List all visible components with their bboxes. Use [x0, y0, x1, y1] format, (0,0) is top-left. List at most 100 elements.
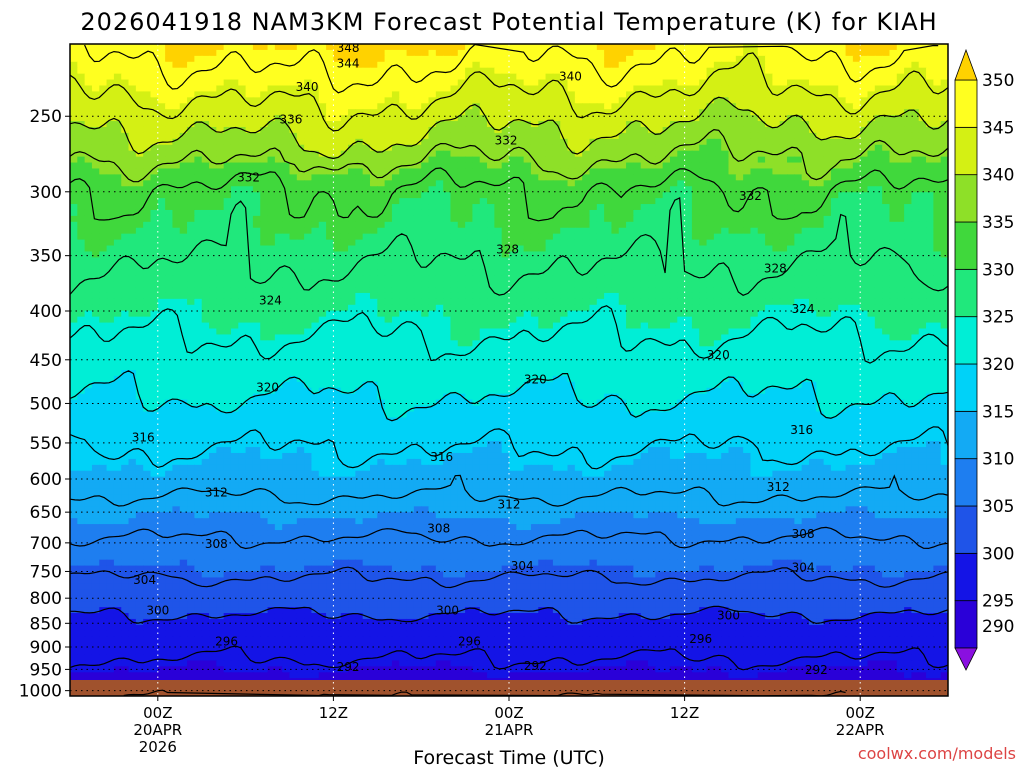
contour-band-cell: [560, 198, 569, 205]
contour-band-cell: [918, 156, 927, 164]
contour-band-cell: [399, 215, 408, 223]
contour-band-cell: [428, 97, 437, 104]
contour-band-cell: [830, 245, 839, 253]
contour-band-cell: [779, 150, 788, 158]
contour-band-cell: [582, 115, 591, 122]
contour-band-cell: [150, 227, 159, 235]
contour-band-cell: [391, 115, 400, 122]
contour-band-cell: [201, 49, 210, 57]
contour-band-cell: [252, 287, 261, 294]
contour-band-cell: [611, 150, 620, 158]
contour-band-cell: [648, 245, 656, 253]
contour-band-cell: [443, 150, 452, 158]
contour-band-cell: [933, 103, 942, 110]
contour-band-cell: [194, 204, 203, 211]
contour-band-cell: [845, 67, 854, 75]
contour-band-cell: [70, 180, 78, 187]
contour-band-cell: [165, 198, 174, 205]
contour-band-cell: [552, 115, 561, 122]
contour-band-cell: [882, 150, 891, 158]
contour-band-cell: [369, 257, 378, 264]
contour-band-cell: [252, 192, 261, 199]
contour-band-cell: [860, 138, 869, 146]
contour-band-cell: [589, 144, 598, 152]
contour-band-cell: [618, 174, 627, 181]
contour-band-cell: [655, 150, 664, 158]
contour-band-cell: [457, 233, 466, 241]
contour-band-cell: [538, 257, 547, 264]
contour-band-cell: [779, 55, 788, 63]
contour-band-cell: [779, 85, 788, 93]
contour-band-cell: [933, 67, 942, 75]
contour-band-cell: [655, 115, 664, 122]
contour-band-cell: [399, 263, 408, 270]
contour-band-cell: [867, 79, 876, 87]
contour-band-cell: [596, 233, 605, 241]
contour-band-cell: [867, 156, 876, 164]
contour-band-cell: [691, 91, 700, 98]
contour-band-cell: [772, 168, 781, 175]
contour-band-cell: [157, 49, 166, 57]
contour-band-cell: [187, 204, 195, 211]
contour-band-cell: [245, 174, 254, 181]
contour-band-cell: [530, 55, 539, 63]
contour-band-cell: [794, 269, 803, 276]
contour-band-cell: [874, 221, 883, 229]
contour-band-cell: [904, 281, 913, 288]
contour-band-cell: [479, 156, 488, 164]
contour-band-cell: [918, 269, 927, 276]
contour-band-cell: [209, 180, 217, 187]
contour-band-cell: [318, 144, 327, 152]
contour-band-cell: [377, 251, 386, 258]
contour-band-cell: [750, 227, 759, 235]
contour-band-cell: [369, 281, 378, 288]
contour-band-cell: [406, 49, 415, 57]
contour-band-cell: [362, 55, 371, 63]
contour-band-cell: [823, 73, 832, 81]
contour-band-cell: [406, 227, 415, 235]
contour-band-cell: [874, 180, 883, 187]
contour-band-cell: [143, 275, 152, 282]
contour-band-cell: [318, 168, 327, 175]
contour-band-cell: [172, 186, 181, 193]
contour-band-cell: [684, 49, 693, 57]
contour-band-cell: [779, 251, 788, 258]
contour-band-cell: [691, 227, 700, 235]
contour-band-cell: [750, 233, 759, 241]
contour-band-cell: [545, 281, 554, 288]
contour-band-cell: [633, 227, 642, 235]
contour-band-cell: [552, 168, 561, 175]
contour-band-cell: [143, 174, 152, 181]
contour-band-cell: [84, 192, 93, 199]
contour-band-cell: [369, 91, 378, 98]
contour-band-cell: [757, 44, 766, 51]
contour-band-cell: [684, 97, 693, 104]
contour-band-cell: [699, 79, 708, 87]
contour-band-cell: [823, 198, 832, 205]
contour-band-cell: [77, 221, 86, 229]
contour-band-cell: [757, 109, 766, 116]
contour-band-cell: [479, 168, 488, 175]
contour-band-cell: [362, 97, 371, 104]
contour-band-cell: [735, 85, 744, 93]
contour-band-cell: [860, 156, 869, 164]
contour-band-cell: [691, 174, 700, 181]
contour-band-cell: [677, 174, 686, 181]
contour-band-cell: [574, 126, 583, 134]
contour-band-cell: [926, 251, 934, 258]
contour-band-cell: [457, 227, 466, 235]
contour-band-cell: [574, 103, 583, 110]
contour-band-cell: [230, 55, 239, 63]
contour-band-cell: [626, 103, 634, 110]
contour-band-cell: [787, 275, 795, 282]
contour-band-cell: [391, 198, 400, 205]
contour-band-cell: [830, 263, 839, 270]
contour-band-cell: [735, 162, 744, 170]
contour-band-cell: [238, 85, 247, 93]
contour-band-cell: [245, 150, 254, 158]
contour-band-cell: [713, 132, 722, 140]
contour-band-cell: [135, 109, 144, 116]
contour-band-cell: [882, 245, 891, 253]
contour-band-cell: [560, 186, 569, 193]
